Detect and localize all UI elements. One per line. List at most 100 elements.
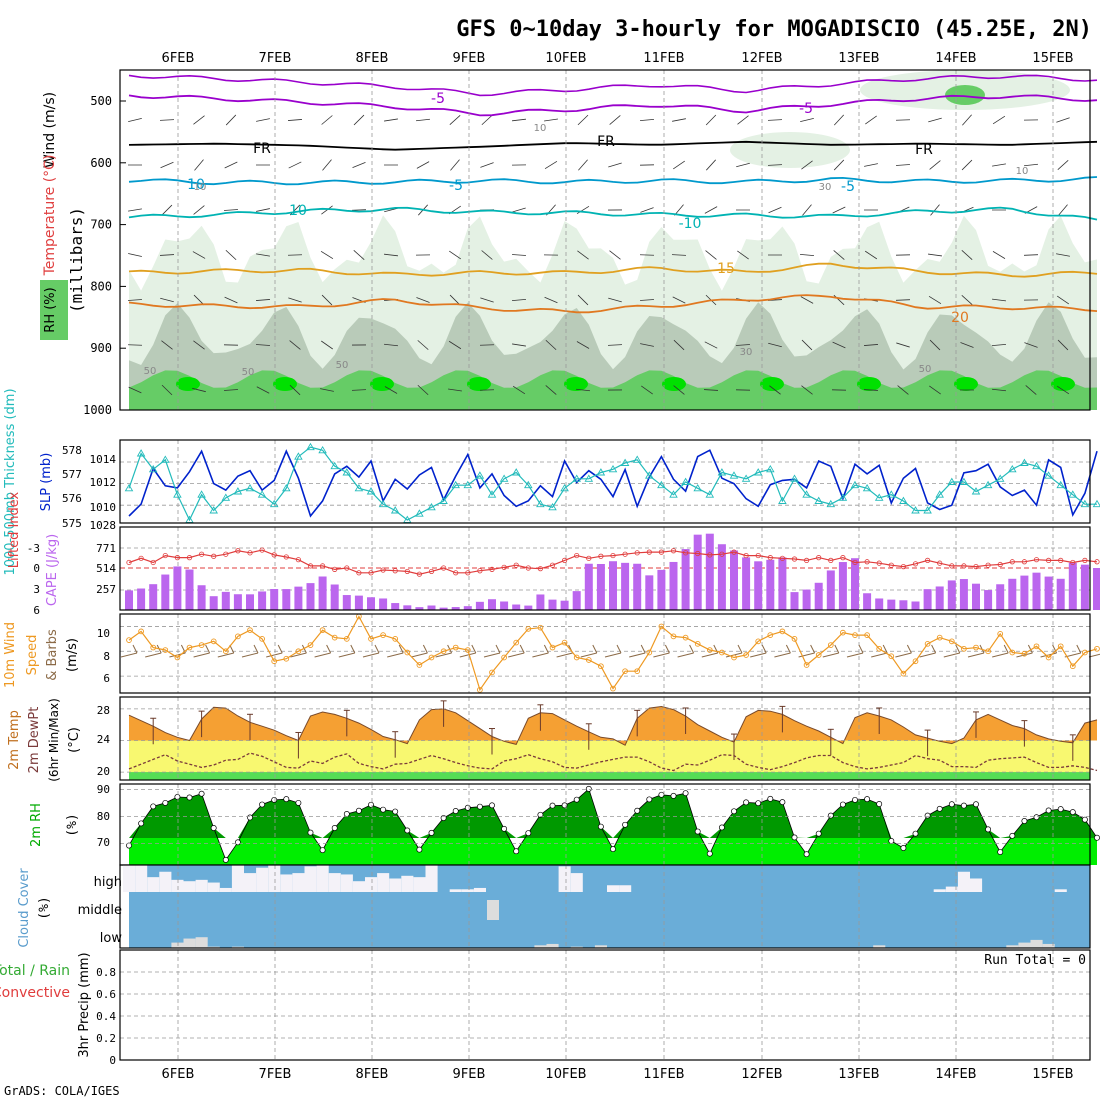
cloud-frame [119,864,1091,949]
wind-speed-point [912,658,919,665]
cape-bar [851,558,859,610]
rh2m-point [222,856,229,863]
wind-speed-point [1094,645,1100,652]
cloud-bar [316,865,329,892]
wind-barb [321,340,333,350]
rh2m-point [464,804,471,811]
wind-barb [481,114,493,126]
wind-speed-point [1069,663,1076,670]
lifted-index-point [876,560,882,566]
wind-barb [415,118,431,122]
wind-barb [225,114,237,126]
slp-panel: 578 577 576 575 1014 1012 1010 1028 1000-500mb T… [3,388,1100,576]
slp-frame [119,439,1091,524]
rh2m-point [513,848,520,855]
wind-speed-point [610,685,616,692]
wind-barb-10m [822,652,839,658]
wind-speed-point [537,624,544,631]
lifted-index-point [247,550,253,556]
rh2m-point [755,800,762,807]
isotherm-label: -5 [799,101,813,117]
slp-line [128,449,1098,518]
wind-barb [512,118,526,122]
thickness-point [983,480,993,489]
cloud-bar [195,879,208,892]
wind-speed-point [549,644,556,651]
cape-bar [730,550,738,610]
wind-speed-point [694,640,701,647]
date-label-bottom: 11FEB [643,1067,684,1082]
rh-shading-bright [273,377,297,391]
date-label-top: 11FEB [643,51,684,66]
slp-tick: 1010 [90,501,117,514]
wind-speed-point [343,636,350,642]
cape-bar [475,601,484,610]
wind-barb-10m [1076,644,1082,654]
date-label-bottom: 6FEB [162,1067,195,1082]
cape-bar [161,574,170,610]
cape-bar [197,585,206,610]
cape-bar [354,595,363,610]
wind-barb-10m [193,652,210,658]
precip-panel: 0.8 0.6 0.4 0.2 0 Run Total = 0 Total / Rain Co… [0,950,1090,1082]
lifted-index-point [1082,557,1088,564]
cloud-bar [461,889,474,892]
wind-barb [545,339,557,351]
wind-barb [576,205,590,215]
wind-barb [928,253,942,257]
cape-bar [1093,568,1100,610]
thickness-point [318,445,327,454]
wind-barb [897,385,909,395]
lifted-index-point [828,557,834,564]
upper-rh-label: RH (%) [43,287,58,332]
cape-bar [742,557,751,610]
wind-speed-point [743,652,749,658]
rh2m-point [864,796,871,803]
wind-speed-point [791,636,798,642]
isotherm-label: 15 [717,261,735,277]
cape-bar [415,607,424,610]
wind-barb-10m [387,652,404,658]
run-total-annotation: Run Total = 0 [984,953,1086,968]
wind-barb-10m [508,652,525,658]
thickness-point [536,499,545,508]
isotherm-label: -5 [841,179,855,195]
rh2m-point [997,849,1004,855]
date-label-bottom: 13FEB [838,1067,879,1082]
wind-speed-point [924,640,931,647]
dewpoint-line [128,752,1098,772]
wind-barb [705,250,717,260]
cloud-bar [123,865,136,892]
wind-barb [223,389,239,391]
thickness-point [766,464,775,473]
thickness-point [995,474,1005,482]
pressure-tick-label: 600 [90,156,112,170]
wind-barb-10m [858,644,864,654]
wind-label-line1: 10m Wind [3,622,18,688]
thickness-point [790,474,799,482]
lifted-index-point [138,555,144,561]
rh-contour-label: 50 [919,364,932,375]
lifted-index-point [428,568,435,575]
cape-bar [838,562,847,610]
cape-bar [754,561,763,610]
wind-barb [704,341,718,349]
wind-barb-10m [241,652,259,658]
lifted-index-line [128,549,1098,575]
rh-shading-bright [370,377,394,391]
wind-barb-10m [616,644,622,654]
rh2m-point [549,802,556,809]
rh2m-point [634,807,641,814]
rh2m-point [174,794,181,800]
wind-barb [737,250,749,260]
wind-speed-point [1009,649,1016,656]
wind-barb [224,161,238,169]
lifted-index-point [1021,559,1028,565]
cloud-bar [231,865,244,892]
wind-barb [703,389,719,391]
rh2m-point [452,808,459,814]
cape-bar [548,599,557,610]
cape-bar [814,582,823,610]
rh2m-point [718,824,725,831]
